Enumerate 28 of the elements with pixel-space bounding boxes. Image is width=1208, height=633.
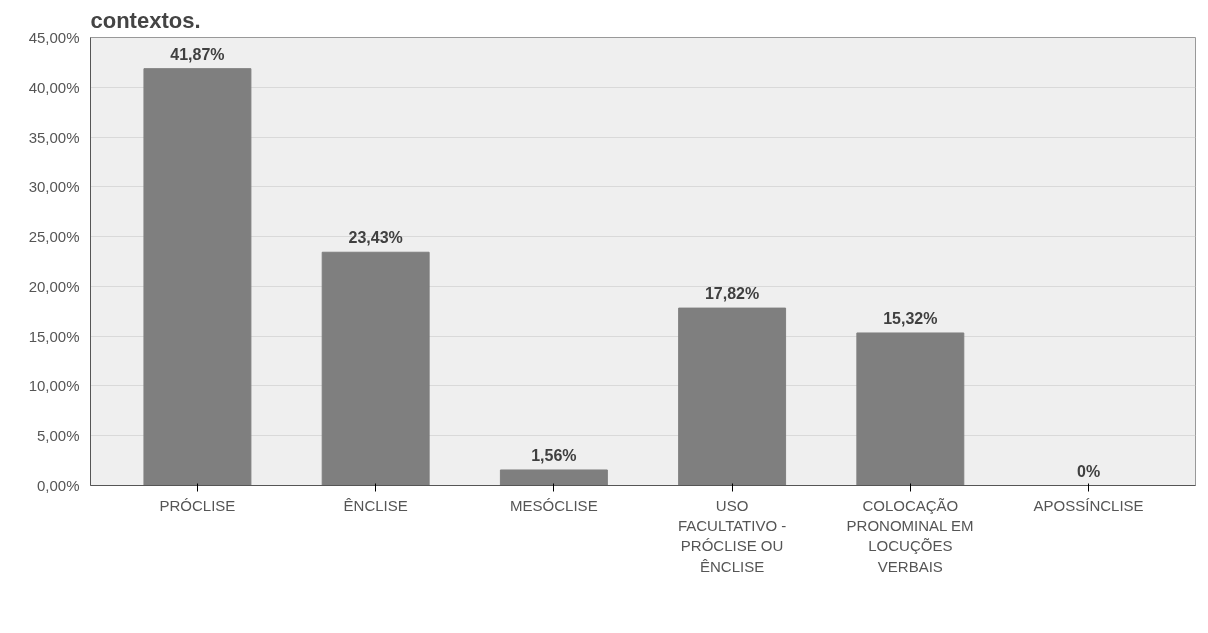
data-label: 17,82% (704, 285, 760, 303)
data-label: 1,56% (531, 446, 577, 464)
bar (856, 332, 965, 486)
y-tick-label: 5,00% (36, 427, 80, 445)
y-tick-label: 20,00% (28, 277, 80, 295)
data-label: 0% (1077, 462, 1101, 480)
x-tick-label: COLOCAÇÃO PRONOMINAL EM LOCUÇÕES VERBAIS (846, 496, 974, 575)
y-tick-label: 25,00% (28, 228, 80, 246)
bar (143, 68, 252, 486)
y-tick-label: 15,00% (28, 327, 80, 345)
y-tick-label: 10,00% (28, 377, 80, 395)
data-label: 23,43% (348, 229, 403, 247)
chart-title: contextos. (90, 7, 201, 33)
bar (321, 251, 430, 486)
x-tick-label: PRÓCLISE (159, 496, 236, 514)
y-tick-label: 0,00% (36, 477, 80, 494)
x-tick-label: USO FACULTATIVO - PRÓCLISE OU ÊNCLISE (677, 496, 787, 575)
data-label: 41,87% (170, 45, 225, 63)
bar (499, 469, 608, 486)
x-tick-label: MESÓCLISE (510, 496, 598, 514)
data-label: 15,32% (883, 309, 938, 327)
x-tick-label: ÊNCLISE (343, 496, 408, 514)
x-tick-label: APOSSÍNCLISE (1033, 496, 1144, 514)
y-tick-label: 45,00% (28, 29, 80, 46)
y-tick-label: 35,00% (28, 128, 80, 146)
bar (678, 307, 787, 486)
y-tick-label: 30,00% (28, 178, 80, 196)
y-tick-label: 40,00% (28, 78, 80, 96)
